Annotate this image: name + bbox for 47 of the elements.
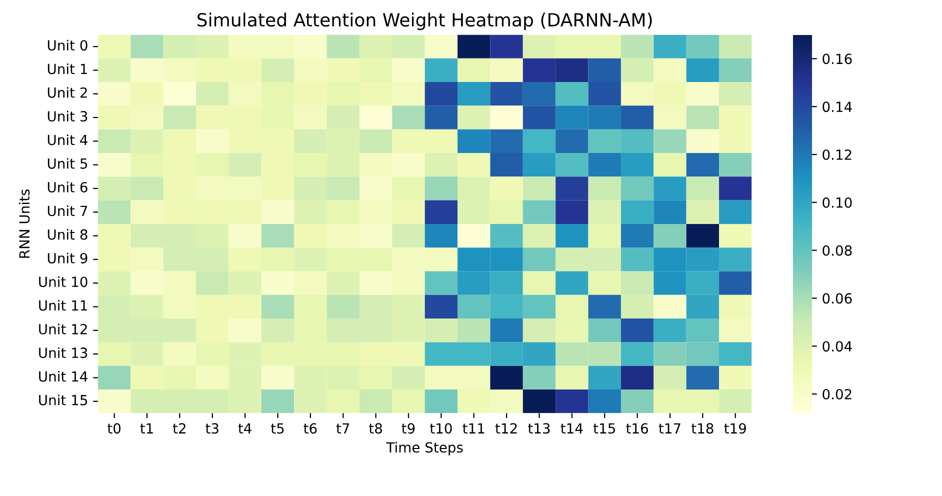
x-tick-label: t3 bbox=[206, 423, 218, 434]
x-tick-label: t9 bbox=[402, 423, 415, 434]
color-bar-label: 0.02 bbox=[822, 388, 852, 400]
y-tick-label: Unit 3 bbox=[48, 110, 88, 122]
x-tick-label: t12 bbox=[495, 423, 517, 434]
y-tick-label: Unit 15 bbox=[39, 394, 88, 406]
chart-title: Simulated Attention Weight Heatmap (DARNN-AM) bbox=[198, 12, 652, 30]
color-bar-label: 0.16 bbox=[822, 54, 852, 64]
x-axis-title: Time Steps bbox=[386, 442, 463, 456]
x-tick-label: t13 bbox=[528, 423, 550, 434]
y-tick-label: Unit 4 bbox=[48, 134, 88, 146]
x-tick-label: t16 bbox=[626, 423, 648, 434]
y-tick-label: Unit 8 bbox=[48, 229, 88, 240]
x-tick-label: t19 bbox=[724, 423, 746, 434]
x-tick-label: t8 bbox=[369, 423, 382, 434]
y-tick-label: Unit 10 bbox=[39, 276, 88, 288]
x-tick-label: t10 bbox=[430, 423, 452, 434]
color-bar-label: 0.14 bbox=[822, 102, 852, 112]
y-tick-label: Unit 2 bbox=[48, 87, 87, 98]
x-tick-label: t0 bbox=[108, 423, 121, 434]
color-bar-label: 0.04 bbox=[822, 341, 852, 352]
x-tick-label: t14 bbox=[560, 423, 583, 434]
y-tick-label: Unit 7 bbox=[48, 205, 88, 216]
y-tick-label: Unit 14 bbox=[39, 370, 88, 382]
color-bar-label: 0.10 bbox=[822, 197, 852, 208]
x-tick-label: t2 bbox=[172, 423, 186, 434]
y-tick-label: Unit 11 bbox=[39, 300, 87, 311]
x-tick-label: t15 bbox=[593, 423, 615, 434]
color-bar-label: 0.06 bbox=[822, 293, 852, 304]
y-tick-label: Unit 6 bbox=[48, 182, 88, 192]
y-tick-label: Unit 1 bbox=[48, 63, 87, 74]
x-tick-label: t4 bbox=[238, 423, 252, 434]
y-axis-title: RNN Units bbox=[18, 189, 30, 258]
y-tick-label: Unit 9 bbox=[48, 252, 88, 264]
x-tick-label: t1 bbox=[140, 423, 153, 434]
x-tick-label: t17 bbox=[658, 423, 680, 434]
x-tick-label: t6 bbox=[304, 423, 317, 434]
y-tick-label: Unit 12 bbox=[39, 324, 87, 334]
y-tick-label: Unit 13 bbox=[39, 347, 88, 358]
y-tick-label: Unit 5 bbox=[48, 158, 88, 169]
x-tick-label: t11 bbox=[462, 423, 484, 434]
x-tick-label: t7 bbox=[336, 423, 350, 434]
color-bar-label: 0.12 bbox=[822, 149, 852, 160]
x-tick-label: t18 bbox=[692, 423, 714, 434]
x-tick-label: t5 bbox=[270, 423, 284, 434]
color-bar-label: 0.08 bbox=[822, 245, 852, 256]
y-tick-label: Unit 0 bbox=[48, 40, 88, 51]
